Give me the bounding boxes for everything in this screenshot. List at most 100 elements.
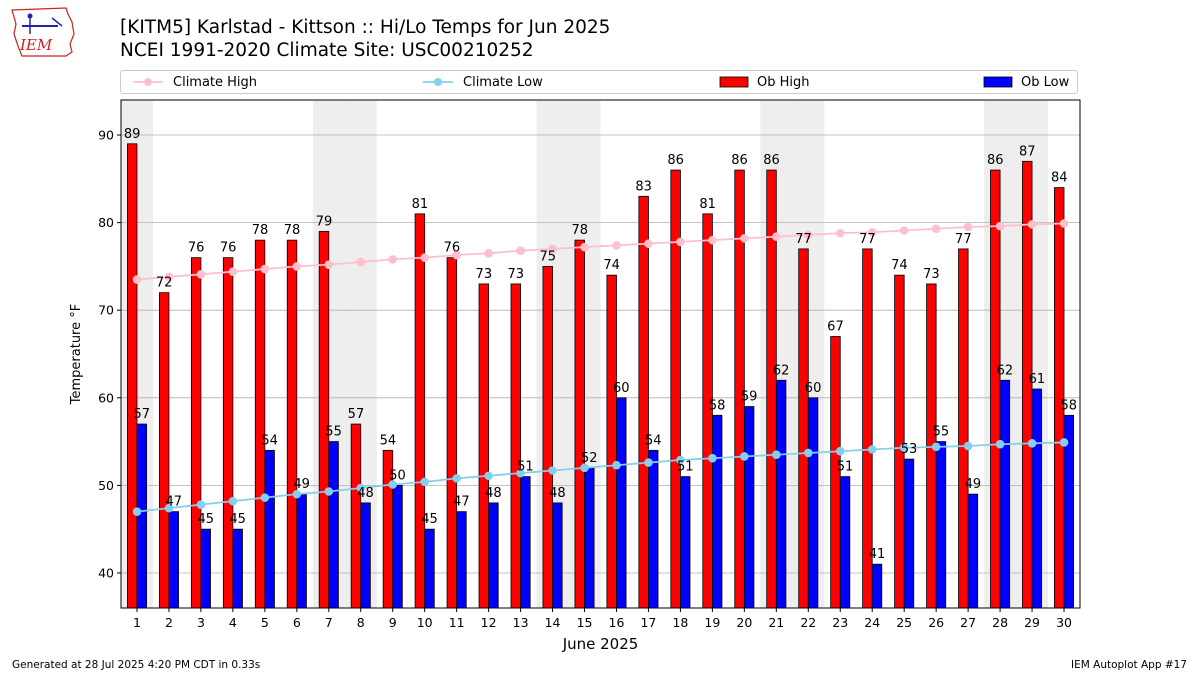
climate-high-point [676, 237, 685, 247]
ob-high-value-label: 87 [1019, 144, 1036, 159]
climate-low-point [324, 487, 334, 496]
climate-high-point [292, 262, 302, 271]
x-tick-label: 18 [672, 615, 688, 630]
ob-high-value-label: 77 [955, 232, 972, 247]
ob-low-value-label: 51 [837, 460, 854, 475]
x-tick-label: 4 [229, 615, 237, 630]
climate-high-point [548, 244, 557, 254]
ob-low-bar [424, 528, 435, 609]
x-tick-label: 20 [736, 615, 752, 630]
ob-low-bar [807, 397, 819, 609]
ob-low-bar [392, 484, 403, 609]
ob-low-bar [839, 476, 851, 609]
climate-low-point [196, 500, 206, 509]
climate-high-point [132, 275, 142, 284]
climate-low-point [676, 455, 685, 465]
ob-low-bar [616, 397, 627, 609]
ob-high-value-label: 78 [252, 223, 269, 238]
climate-low-point [867, 445, 877, 454]
climate-high-point [196, 269, 206, 279]
x-tick-label: 28 [992, 615, 1008, 630]
y-tick-label: 40 [98, 565, 114, 580]
x-tick-label: 29 [1024, 615, 1040, 630]
ob-low-value-label: 47 [453, 495, 470, 510]
climate-low-point [228, 496, 238, 506]
ob-high-value-label: 73 [508, 267, 525, 282]
legend-label-ob-high: Ob High [757, 74, 810, 90]
climate-high-point [740, 234, 749, 243]
y-tick-label: 70 [98, 303, 114, 318]
ob-low-value-label: 54 [645, 433, 662, 448]
climate-low-swatch [423, 78, 453, 86]
ob-high-bar [126, 143, 138, 609]
climate-low-line [136, 441, 1065, 513]
ob-low-value-label: 59 [741, 390, 758, 405]
ob-low-bar [680, 476, 691, 609]
legend-item-ob-high: Ob High [719, 71, 810, 93]
ob-low-bar [552, 502, 563, 609]
ob-low-bar [871, 563, 883, 609]
climate-low-point [516, 468, 525, 478]
climate-low-point [420, 477, 429, 487]
ob-high-value-label: 78 [571, 223, 588, 238]
ob-low-value-label: 47 [165, 495, 182, 510]
ob-low-value-label: 53 [901, 442, 918, 457]
ob-low-bar [1031, 388, 1043, 609]
ob-low-bar [200, 528, 211, 609]
ob-low-bar [711, 414, 723, 609]
ob-low-bar [935, 441, 947, 609]
climate-low-point [835, 446, 845, 456]
ob-high-bar [574, 239, 585, 609]
ob-high-value-label: 79 [316, 214, 333, 229]
ob-high-value-label: 84 [1051, 171, 1068, 186]
ob-low-bar [967, 493, 979, 609]
ob-high-value-label: 76 [188, 241, 205, 256]
y-tick-label: 80 [98, 215, 114, 230]
climate-low-point [1059, 438, 1069, 447]
climate-low-point [292, 489, 302, 499]
x-tick-label: 25 [896, 615, 912, 630]
climate-high-point [612, 241, 621, 250]
ob-high-value-label: 74 [891, 258, 908, 273]
y-axis-label: Temperature °F [69, 304, 84, 405]
climate-high-point [452, 250, 461, 260]
x-tick-label: 23 [832, 615, 848, 630]
ob-low-value-label: 60 [613, 381, 630, 396]
ob-low-value-label: 62 [773, 363, 790, 378]
ob-high-bar [414, 213, 426, 609]
x-axis-label: June 2025 [562, 635, 639, 653]
ob-high-value-label: 86 [987, 153, 1004, 168]
climate-low-point [1027, 439, 1037, 448]
ob-high-bar [158, 292, 170, 609]
climate-high-point [803, 230, 813, 240]
ob-high-bar [638, 195, 649, 609]
ob-low-bar [775, 379, 787, 609]
ob-high-bar [350, 423, 362, 609]
x-tick-label: 2 [165, 615, 173, 630]
climate-high-point [260, 264, 270, 274]
x-tick-label: 8 [357, 615, 365, 630]
x-tick-label: 10 [417, 615, 433, 630]
climate-low-point [963, 441, 973, 451]
y-tick-label: 50 [98, 478, 114, 493]
ob-low-value-label: 45 [197, 512, 214, 527]
logo-text: IEM [19, 36, 53, 54]
climate-high-point [228, 267, 238, 276]
y-tick-label: 90 [98, 128, 114, 143]
legend-label-climate-low: Climate Low [463, 74, 543, 90]
climate-high-point [516, 246, 525, 255]
ob-low-value-label: 60 [805, 381, 822, 396]
climate-high-point [963, 222, 973, 232]
ob-low-bar [232, 528, 243, 609]
ob-high-value-label: 86 [667, 153, 684, 168]
x-tick-label: 1 [133, 615, 141, 630]
legend-label-climate-high: Climate High [173, 74, 258, 90]
ob-high-value-label: 73 [476, 267, 493, 282]
x-tick-label: 6 [293, 615, 301, 630]
climate-low-point [772, 450, 781, 460]
chart-subtitle: NCEI 1991-2020 Climate Site: USC00210252 [120, 40, 534, 61]
climate-high-point [164, 272, 174, 282]
ob-low-swatch [983, 76, 1013, 88]
climate-high-line [136, 222, 1065, 281]
ob-low-bar [296, 493, 307, 609]
